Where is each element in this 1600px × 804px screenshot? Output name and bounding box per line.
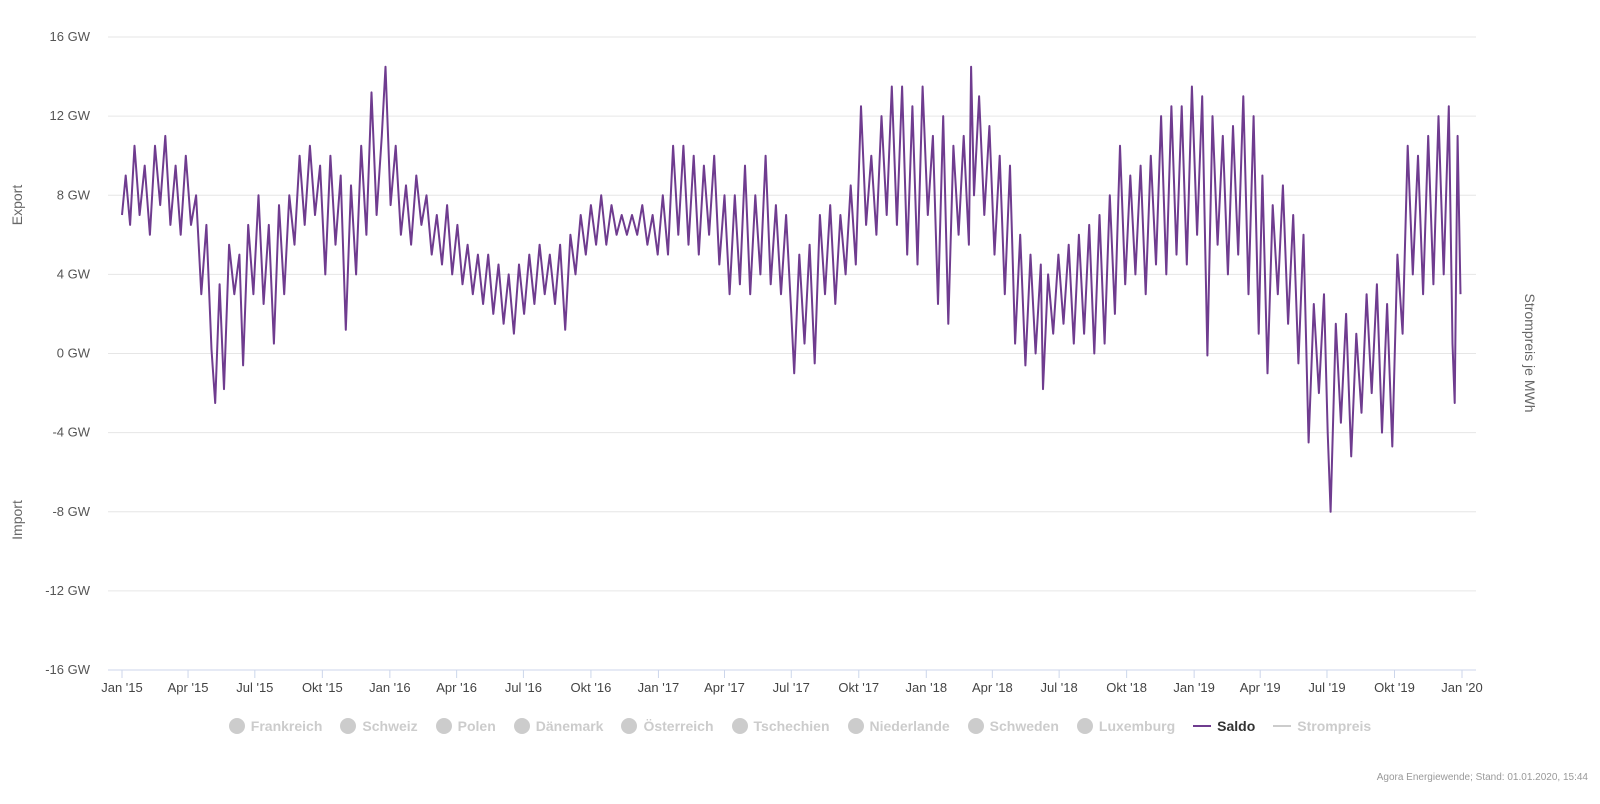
x-tick-label: Okt '16 bbox=[571, 680, 612, 695]
legend-item[interactable]: Niederlande bbox=[847, 718, 950, 734]
x-tick-label: Jan '15 bbox=[101, 680, 143, 695]
legend-label: Niederlande bbox=[869, 718, 950, 734]
x-tick-label: Okt '19 bbox=[1374, 680, 1415, 695]
y-tick-label: -8 GW bbox=[52, 504, 90, 519]
x-tick-label: Apr '17 bbox=[704, 680, 745, 695]
y-tick-label: 8 GW bbox=[57, 187, 91, 202]
y-tick-label: 4 GW bbox=[57, 266, 91, 281]
series-line-saldo bbox=[121, 65, 1462, 513]
legend-label: Polen bbox=[457, 718, 496, 734]
legend: Frankreich Schweiz Polen Dänemark Österreich… bbox=[0, 714, 1600, 738]
legend-item[interactable]: Frankreich bbox=[228, 718, 323, 734]
legend-dot-icon bbox=[731, 718, 748, 734]
legend-item[interactable]: Strompreis bbox=[1273, 718, 1371, 734]
y-tick-label: 12 GW bbox=[50, 108, 91, 123]
x-tick-label: Jan '20 bbox=[1441, 680, 1483, 695]
x-tick-label: Jul '16 bbox=[505, 680, 542, 695]
x-tick-label: Okt '15 bbox=[302, 680, 343, 695]
x-tick-label: Apr '19 bbox=[1240, 680, 1281, 695]
legend-label: Strompreis bbox=[1297, 718, 1372, 734]
x-tick-label: Apr '18 bbox=[972, 680, 1013, 695]
legend-item[interactable]: Luxemburg bbox=[1076, 718, 1176, 734]
x-tick-label: Jul '15 bbox=[236, 680, 273, 695]
gridlines bbox=[108, 36, 1476, 671]
legend-dot-icon bbox=[340, 718, 357, 734]
legend-label: Luxemburg bbox=[1098, 718, 1176, 734]
y-tick-label: -4 GW bbox=[52, 425, 90, 440]
x-tick-label: Apr '16 bbox=[436, 680, 477, 695]
legend-dot-icon bbox=[513, 718, 530, 734]
y-tick-label: 16 GW bbox=[50, 29, 91, 44]
x-tick-label: Jan '17 bbox=[638, 680, 680, 695]
legend-label: Österreich bbox=[643, 718, 714, 734]
x-tick-label: Jan '18 bbox=[906, 680, 948, 695]
legend-label: Tschechien bbox=[753, 718, 830, 734]
legend-item[interactable]: Saldo bbox=[1193, 718, 1255, 734]
legend-dot-icon bbox=[228, 718, 245, 734]
legend-dot-icon bbox=[435, 718, 452, 734]
x-tick-label: Okt '18 bbox=[1106, 680, 1147, 695]
series-layer bbox=[121, 65, 1462, 513]
legend-line-icon bbox=[1273, 725, 1292, 727]
y-axis-ticks: 16 GW 12 GW 8 GW 4 GW 0 GW -4 GW -8 GW -12 GW -1… bbox=[45, 29, 91, 677]
legend-dot-icon bbox=[967, 718, 984, 734]
legend-dot-icon bbox=[621, 718, 638, 734]
x-tick-label: Jan '19 bbox=[1173, 680, 1215, 695]
y-tick-label: -12 GW bbox=[45, 583, 91, 598]
y-axis-title-import: Import bbox=[9, 500, 25, 540]
legend-line-icon bbox=[1193, 725, 1212, 727]
legend-item[interactable]: Polen bbox=[435, 718, 496, 734]
y2-axis-title: Strompreis je MWh bbox=[1522, 293, 1538, 412]
x-tick-label: Jul '19 bbox=[1308, 680, 1345, 695]
legend-item[interactable]: Tschechien bbox=[731, 718, 830, 734]
legend-item[interactable]: Schweiz bbox=[340, 718, 418, 734]
y-tick-label: 0 GW bbox=[57, 346, 91, 361]
legend-label: Frankreich bbox=[250, 718, 323, 734]
legend-dot-icon bbox=[1076, 718, 1093, 734]
legend-label: Schweden bbox=[989, 718, 1059, 734]
legend-item[interactable]: Dänemark bbox=[513, 718, 604, 734]
legend-label: Schweiz bbox=[362, 718, 418, 734]
x-tick-label: Jan '16 bbox=[369, 680, 411, 695]
x-axis-ticks: Jan '15 Apr '15 Jul '15 Okt '15 Jan '16 Apr '… bbox=[101, 670, 1483, 695]
x-tick-label: Apr '15 bbox=[168, 680, 209, 695]
legend-dot-icon bbox=[847, 718, 864, 734]
x-tick-label: Jul '18 bbox=[1041, 680, 1078, 695]
x-tick-label: Jul '17 bbox=[773, 680, 810, 695]
y-axis-title-export: Export bbox=[9, 185, 25, 226]
y-tick-label: -16 GW bbox=[45, 662, 91, 677]
legend-label: Saldo bbox=[1217, 718, 1256, 734]
x-tick-label: Okt '17 bbox=[838, 680, 879, 695]
legend-label: Dänemark bbox=[535, 718, 604, 734]
legend-item[interactable]: Schweden bbox=[967, 718, 1059, 734]
credits: Agora Energiewende; Stand: 01.01.2020, 1… bbox=[1376, 772, 1588, 783]
legend-item[interactable]: Österreich bbox=[621, 718, 714, 734]
